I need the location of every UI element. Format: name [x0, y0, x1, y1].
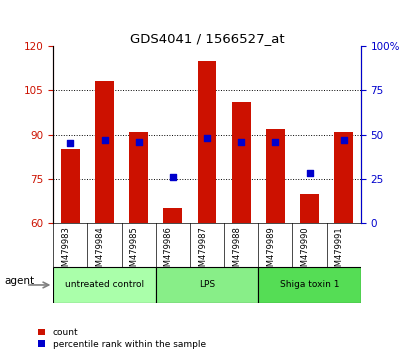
Point — [237, 139, 244, 144]
Text: Shiga toxin 1: Shiga toxin 1 — [279, 280, 339, 290]
Title: GDS4041 / 1566527_at: GDS4041 / 1566527_at — [129, 32, 284, 45]
Text: untreated control: untreated control — [65, 280, 144, 290]
Bar — [95, 81, 114, 223]
Bar — [129, 132, 148, 223]
Bar — [333, 132, 352, 223]
Point — [339, 137, 346, 143]
Text: GSM479984: GSM479984 — [95, 227, 104, 277]
Bar — [258, 267, 360, 303]
Text: GSM479988: GSM479988 — [231, 227, 240, 278]
Text: GSM479986: GSM479986 — [164, 227, 173, 278]
Text: GSM479985: GSM479985 — [129, 227, 138, 277]
Bar — [53, 267, 155, 303]
Point — [101, 137, 108, 143]
Text: GSM479990: GSM479990 — [300, 227, 309, 277]
Bar — [155, 267, 258, 303]
Bar — [163, 208, 182, 223]
Point — [135, 139, 142, 144]
Bar — [197, 61, 216, 223]
Legend: count, percentile rank within the sample: count, percentile rank within the sample — [37, 327, 206, 349]
Point — [67, 141, 74, 146]
Text: agent: agent — [4, 276, 34, 286]
Bar — [61, 149, 80, 223]
Bar — [265, 129, 284, 223]
Text: GSM479991: GSM479991 — [334, 227, 343, 277]
Bar — [231, 102, 250, 223]
Point — [169, 174, 176, 180]
Text: GSM479989: GSM479989 — [266, 227, 275, 277]
Text: LPS: LPS — [198, 280, 215, 290]
Text: GSM479987: GSM479987 — [198, 227, 207, 278]
Point — [203, 135, 210, 141]
Bar — [299, 194, 318, 223]
Point — [272, 139, 278, 144]
Text: GSM479983: GSM479983 — [61, 227, 70, 278]
Point — [306, 171, 312, 176]
